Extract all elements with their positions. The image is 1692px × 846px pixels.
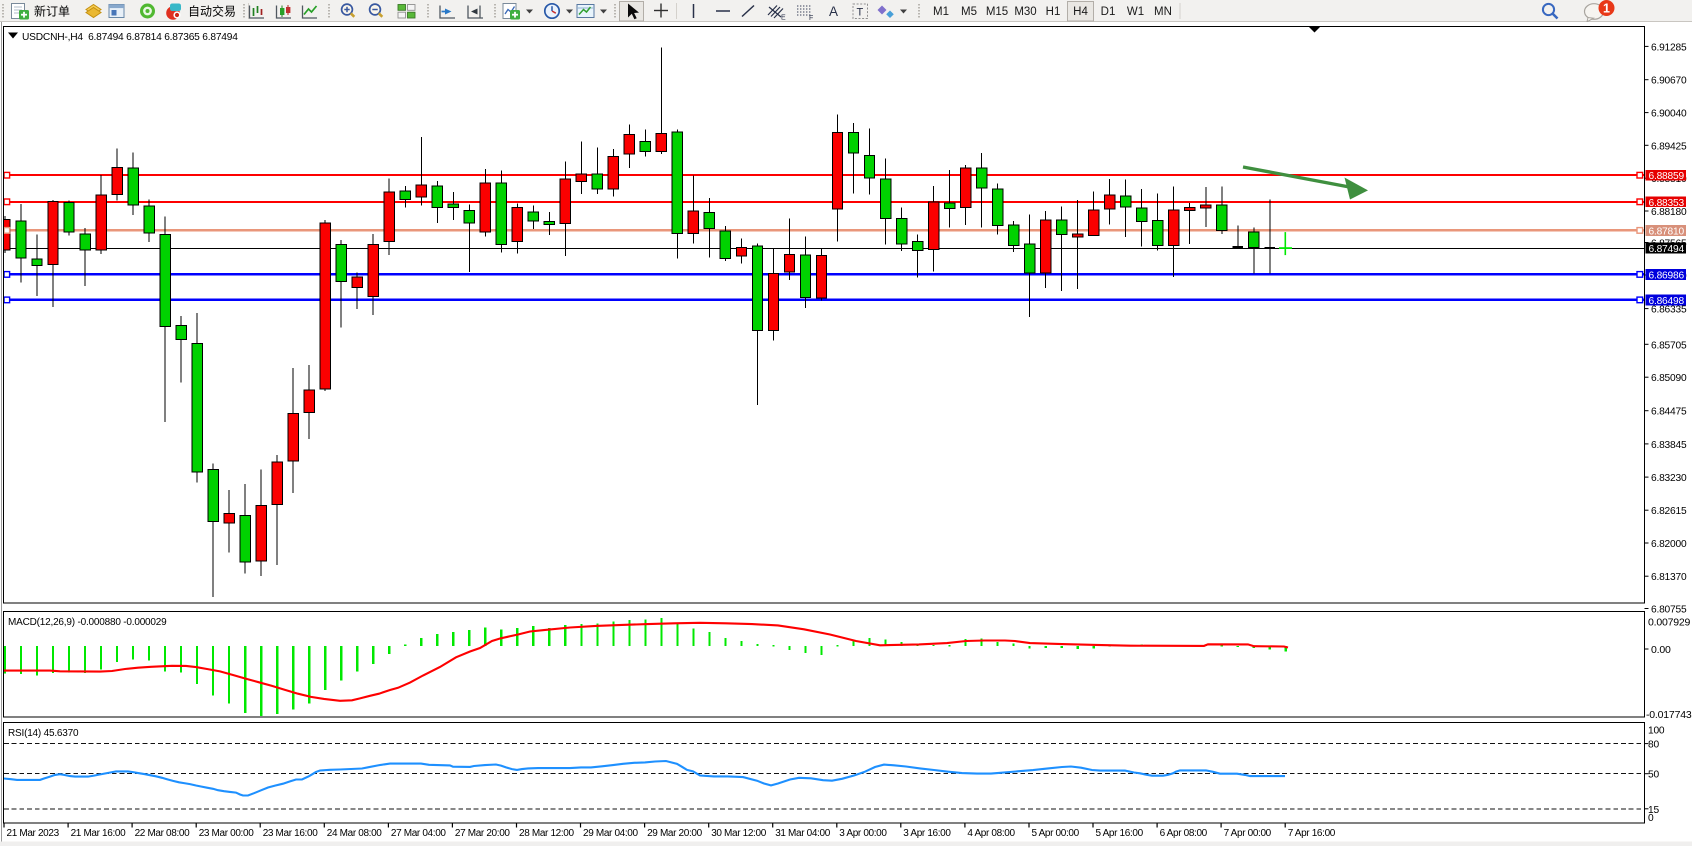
svg-text:6.88859: 6.88859 <box>1649 171 1685 182</box>
svg-text:0: 0 <box>1648 813 1654 824</box>
svg-text:A: A <box>829 4 838 19</box>
svg-text:6.89425: 6.89425 <box>1651 141 1687 152</box>
svg-text:30 Mar 12:00: 30 Mar 12:00 <box>711 828 767 839</box>
svg-text:H4: H4 <box>1073 6 1088 18</box>
svg-text:29 Mar 04:00: 29 Mar 04:00 <box>583 828 639 839</box>
svg-text:F: F <box>809 15 813 22</box>
svg-text:7 Apr 00:00: 7 Apr 00:00 <box>1224 828 1272 839</box>
svg-text:50: 50 <box>1648 770 1659 781</box>
svg-text:新订单: 新订单 <box>34 4 70 19</box>
svg-text:7 Apr 16:00: 7 Apr 16:00 <box>1288 828 1336 839</box>
svg-text:6.82000: 6.82000 <box>1651 539 1687 550</box>
svg-text:M15: M15 <box>986 6 1008 18</box>
svg-text:T: T <box>857 7 864 19</box>
svg-text:M5: M5 <box>961 6 977 18</box>
svg-text:6.86498: 6.86498 <box>1649 296 1685 307</box>
svg-text:W1: W1 <box>1127 6 1144 18</box>
svg-text:24 Mar 08:00: 24 Mar 08:00 <box>327 828 383 839</box>
svg-text:D1: D1 <box>1101 6 1116 18</box>
svg-text:28 Mar 12:00: 28 Mar 12:00 <box>519 828 575 839</box>
svg-text:6.85090: 6.85090 <box>1651 373 1687 384</box>
svg-text:MN: MN <box>1154 6 1172 18</box>
svg-text:6.82615: 6.82615 <box>1651 506 1687 517</box>
svg-text:3 Apr 16:00: 3 Apr 16:00 <box>903 828 951 839</box>
svg-text:3 Apr 00:00: 3 Apr 00:00 <box>839 828 887 839</box>
svg-text:29 Mar 20:00: 29 Mar 20:00 <box>647 828 703 839</box>
svg-text:15: 15 <box>1648 805 1659 816</box>
svg-text:6.90040: 6.90040 <box>1651 109 1687 120</box>
svg-text:21 Mar 16:00: 21 Mar 16:00 <box>71 828 127 839</box>
svg-text:27 Mar 20:00: 27 Mar 20:00 <box>455 828 511 839</box>
svg-text:6.80755: 6.80755 <box>1651 605 1687 616</box>
svg-text:0.007929: 0.007929 <box>1648 617 1691 629</box>
svg-text:6.86335: 6.86335 <box>1651 305 1687 316</box>
svg-text:6.84475: 6.84475 <box>1651 407 1687 418</box>
svg-text:自动交易: 自动交易 <box>188 4 236 19</box>
svg-text:23 Mar 16:00: 23 Mar 16:00 <box>263 828 319 839</box>
svg-text:21 Mar 2023: 21 Mar 2023 <box>7 828 60 839</box>
svg-text:6.88180: 6.88180 <box>1651 207 1687 218</box>
svg-text:6.83845: 6.83845 <box>1651 440 1687 451</box>
svg-text:H1: H1 <box>1046 6 1061 18</box>
svg-text:6.88353: 6.88353 <box>1649 198 1685 209</box>
svg-text:5 Apr 16:00: 5 Apr 16:00 <box>1096 828 1144 839</box>
svg-text:6 Apr 08:00: 6 Apr 08:00 <box>1160 828 1208 839</box>
svg-text:6.87494: 6.87494 <box>1649 244 1685 255</box>
svg-text:-0.017743: -0.017743 <box>1646 709 1692 721</box>
svg-text:80: 80 <box>1648 740 1659 751</box>
svg-text:6.87810: 6.87810 <box>1649 226 1685 237</box>
svg-text:100: 100 <box>1648 725 1665 736</box>
svg-text:M1: M1 <box>933 6 949 18</box>
svg-text:M30: M30 <box>1014 6 1036 18</box>
svg-text:6.91285: 6.91285 <box>1651 42 1687 53</box>
svg-text:6.83230: 6.83230 <box>1651 473 1687 484</box>
svg-text:MACD(12,26,9) -0.000880 -0.000: MACD(12,26,9) -0.000880 -0.000029 <box>8 617 167 628</box>
svg-text:6.81370: 6.81370 <box>1651 572 1687 583</box>
svg-text:E: E <box>781 15 786 22</box>
svg-text:6.90670: 6.90670 <box>1651 76 1687 87</box>
svg-text:6.86986: 6.86986 <box>1649 270 1685 281</box>
svg-text:31 Mar 04:00: 31 Mar 04:00 <box>775 828 831 839</box>
svg-text:5 Apr 00:00: 5 Apr 00:00 <box>1032 828 1080 839</box>
svg-text:6.85705: 6.85705 <box>1651 340 1687 351</box>
svg-text:1: 1 <box>1603 2 1610 16</box>
svg-text:0.00: 0.00 <box>1651 644 1671 656</box>
svg-text:USDCNH-,H4 6.87494 6.87814 6.: USDCNH-,H4 6.87494 6.87814 6.87365 6.874… <box>22 32 238 43</box>
svg-text:27 Mar 04:00: 27 Mar 04:00 <box>391 828 447 839</box>
svg-text:23 Mar 00:00: 23 Mar 00:00 <box>199 828 255 839</box>
svg-text:RSI(14) 45.6370: RSI(14) 45.6370 <box>8 728 79 739</box>
svg-text:22 Mar 08:00: 22 Mar 08:00 <box>135 828 191 839</box>
svg-text:4 Apr 08:00: 4 Apr 08:00 <box>967 828 1015 839</box>
